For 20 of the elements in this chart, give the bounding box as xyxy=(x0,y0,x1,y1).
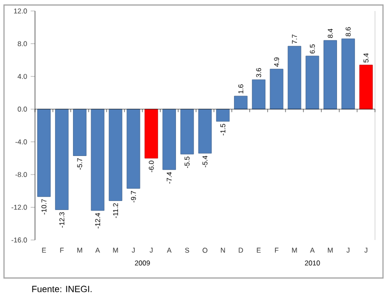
bar xyxy=(359,64,373,110)
bar xyxy=(90,108,104,211)
bar xyxy=(37,108,51,197)
bar xyxy=(73,108,86,156)
bar xyxy=(288,46,302,110)
bar xyxy=(252,79,266,110)
bar xyxy=(341,38,355,110)
bar xyxy=(306,56,320,110)
bar xyxy=(126,108,140,189)
source-note: Fuente: INEGI. xyxy=(32,286,92,292)
bar xyxy=(180,108,194,154)
bar xyxy=(108,108,122,201)
bar xyxy=(144,108,158,158)
bar xyxy=(234,96,248,110)
bar xyxy=(198,108,212,154)
bar xyxy=(55,108,69,210)
bar xyxy=(324,40,337,110)
bar xyxy=(270,68,284,110)
bar xyxy=(162,108,176,170)
bar xyxy=(216,108,230,122)
